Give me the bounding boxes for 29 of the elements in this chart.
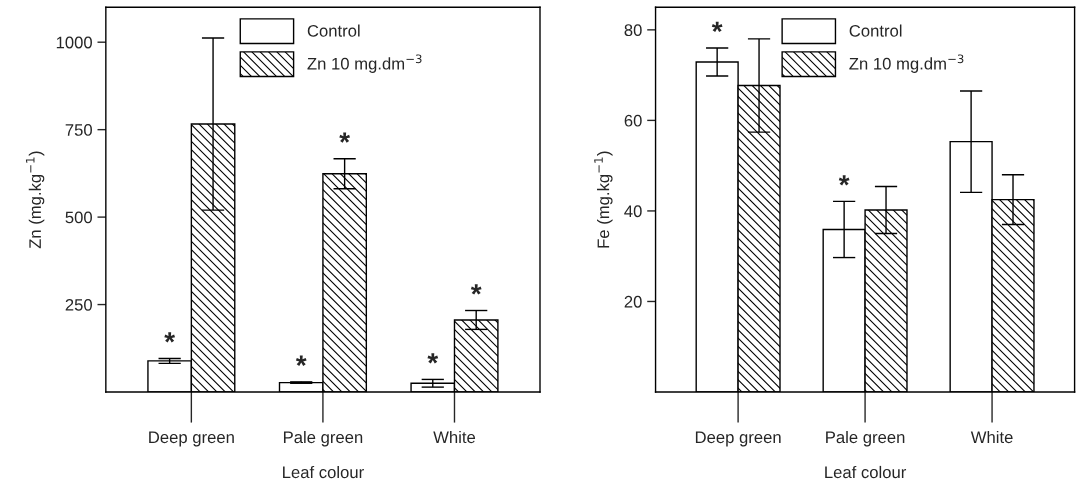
y-axis-title: Zn (mg.kg$^{−1}$) [25,151,45,249]
annotation: * [295,355,307,366]
annotation: * [339,132,350,143]
y-tick-label: 500 [65,211,92,224]
legend-label: Control [849,24,902,37]
x-tick-label: Deep green [695,431,781,447]
y-tick-label: 40 [624,205,642,218]
y-tick-label: 80 [624,24,642,37]
x-axis-title: Leaf colour [825,465,907,479]
annotation: * [164,332,176,343]
x-tick-label: White [433,430,476,444]
y-axis-title: Fe (mg.kg$^{−1}$) [594,151,613,248]
annotation: * [711,21,723,33]
annotation: * [427,353,439,364]
x-axis-title: Leaf colour [283,465,364,479]
y-tick-label: 1000 [56,36,92,49]
legend-label: Zn 10 mg.dm$^{−3}$ [849,54,964,73]
legend-label: Control [307,24,360,37]
x-tick-label: Deep green [149,431,234,447]
x-tick-label: White [970,430,1013,444]
annotation: * [470,284,482,295]
y-tick-label: 60 [624,114,642,127]
x-tick-label: Pale green [283,430,363,447]
y-tick-label: 20 [624,295,642,308]
legend-label: Zn 10 mg.dm$^{−3}$ [307,54,422,73]
y-tick-label: 750 [65,124,92,136]
x-tick-label: Pale green [826,430,905,447]
y-tick-label: 250 [65,298,92,311]
annotation: * [838,175,850,186]
